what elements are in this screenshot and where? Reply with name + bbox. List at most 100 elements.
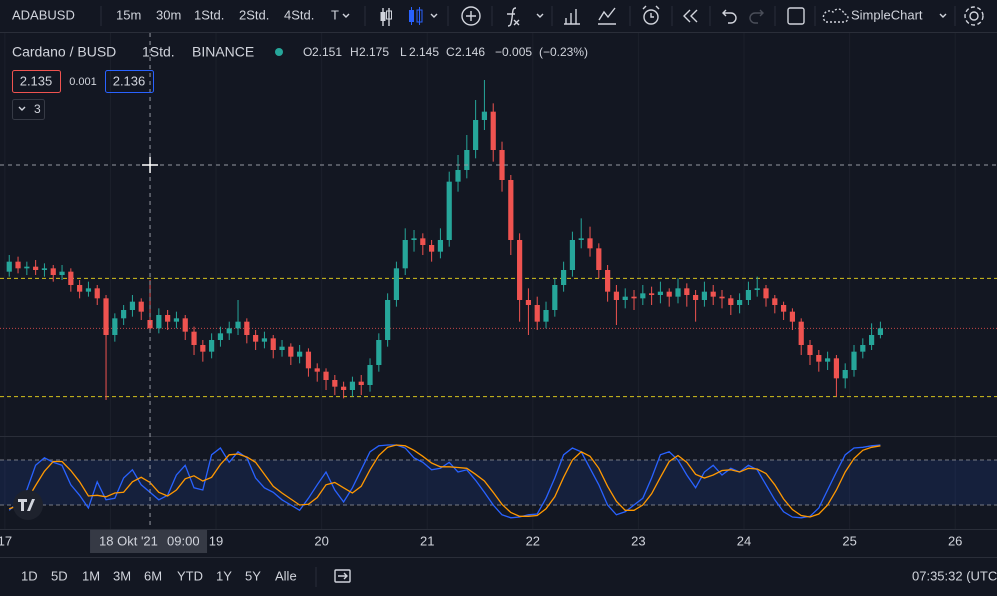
candle-body (745, 290, 752, 300)
candle-body (569, 240, 576, 270)
candle-body (341, 386, 347, 390)
range-button[interactable]: 1M (82, 568, 100, 583)
layout-name[interactable]: SimpleChart (851, 7, 923, 22)
x-tick-label: 24 (737, 533, 751, 548)
candle-body (270, 338, 276, 350)
candle-body (657, 291, 664, 295)
candle-body (728, 298, 734, 305)
interval[interactable]: 4Std. (284, 7, 314, 22)
interval[interactable]: 15m (116, 7, 141, 22)
symbol[interactable]: ADABUSD (12, 7, 75, 22)
ohlc-label: C (446, 45, 455, 59)
range-button[interactable]: 5D (51, 568, 68, 583)
clock[interactable]: 07:35:32 (UTC (912, 568, 997, 583)
replay-icon[interactable] (683, 9, 698, 23)
candle-body (640, 293, 646, 299)
market-status[interactable] (275, 48, 283, 56)
candle-body (200, 345, 206, 352)
buy-price[interactable]: 2.136 (113, 73, 146, 88)
candle-body (367, 365, 373, 385)
candle-body (816, 355, 822, 362)
ohlc-legend: O 2.151 H 2.175 L 2.145 C 2.146 −0.005 (−0.23%) (303, 45, 588, 59)
candle-body (789, 311, 796, 322)
legend: Cardano / BUSD 1Std. BINANCE O 2.151 H 2.17… (12, 44, 588, 120)
candle-body (499, 150, 505, 180)
ohlc-label: O (303, 45, 312, 59)
candle-body (420, 238, 426, 245)
financials-icon[interactable] (564, 9, 580, 25)
sell-price[interactable]: 2.135 (20, 73, 53, 88)
crosshair-date: 18 Okt '21 (99, 533, 158, 548)
dropdown-icon[interactable] (939, 13, 947, 18)
fullscreen-icon[interactable] (787, 7, 805, 25)
cursor (142, 157, 159, 173)
candle-body (33, 266, 39, 270)
candle-body (833, 358, 840, 379)
candle-body (763, 288, 769, 299)
buy-box[interactable] (105, 70, 154, 93)
alert-icon[interactable] (642, 5, 660, 25)
candle-body (807, 345, 813, 355)
candle-body (842, 370, 848, 379)
candle-body (314, 368, 320, 372)
x-tick-label: 23 (631, 533, 645, 548)
interval[interactable]: 30m (156, 7, 181, 22)
candle-body (59, 271, 65, 275)
candle-body (772, 298, 778, 305)
candle-type-icon[interactable] (380, 8, 392, 26)
candle-body (508, 180, 514, 240)
ohlc-value: 2.151 (312, 45, 342, 59)
more-intervals[interactable]: T (331, 7, 339, 22)
candle-body (613, 291, 620, 300)
indicators-count[interactable]: 3 (34, 102, 41, 116)
candle-body (165, 315, 171, 322)
candle-body (649, 293, 655, 295)
candle-body (437, 240, 444, 252)
goto-date-icon[interactable] (334, 569, 351, 583)
candle-body (288, 346, 294, 357)
interval[interactable]: 2Std. (239, 7, 269, 22)
redo-icon[interactable] (749, 9, 764, 24)
candle-body (244, 321, 250, 335)
range-button[interactable]: 1D (21, 568, 38, 583)
candle-body (41, 268, 48, 270)
templates-icon[interactable] (598, 7, 616, 25)
stochastic-line (8, 444, 881, 518)
candle-body (103, 298, 109, 335)
dropdown-icon[interactable] (342, 13, 350, 18)
candle-body (121, 310, 127, 319)
settings-icon[interactable] (964, 6, 984, 26)
range-button[interactable]: 5Y (245, 568, 261, 583)
stochastic-line (8, 444, 881, 519)
footer: 07:35:32 (UTC 1D 5D 1M 3M 6M YTD 1Y 5Y Alle (21, 567, 997, 587)
chevron-icon[interactable] (18, 106, 26, 111)
candle-style-icon[interactable] (409, 7, 423, 25)
ohlc-label: L (400, 45, 407, 59)
legend-symbol: Cardano / BUSD (12, 44, 116, 60)
range-button[interactable]: 3M (113, 568, 131, 583)
dropdown-icon[interactable] (430, 13, 438, 18)
candle-body (173, 318, 180, 322)
candle-body (877, 328, 884, 335)
compare-icon[interactable] (461, 6, 481, 26)
dropdown-icon[interactable] (536, 13, 544, 18)
sell-box[interactable] (12, 70, 61, 93)
indicators-icon[interactable] (507, 7, 520, 27)
candle-body (754, 288, 760, 290)
candle-body (305, 351, 312, 369)
candle-body (631, 296, 637, 299)
undo-icon[interactable] (722, 9, 737, 24)
candle-body (6, 261, 12, 272)
indicators-toggle[interactable] (12, 99, 45, 120)
tv-logo (13, 490, 43, 520)
stochastic-pane (0, 444, 997, 519)
range-button[interactable]: 6M (144, 568, 162, 583)
range-button[interactable]: Alle (275, 568, 297, 583)
range-button[interactable]: 1Y (216, 568, 232, 583)
range-button[interactable]: YTD (177, 568, 203, 583)
candle-body (693, 295, 699, 300)
candle-body (666, 291, 672, 297)
interval[interactable]: 1Std. (194, 7, 224, 22)
